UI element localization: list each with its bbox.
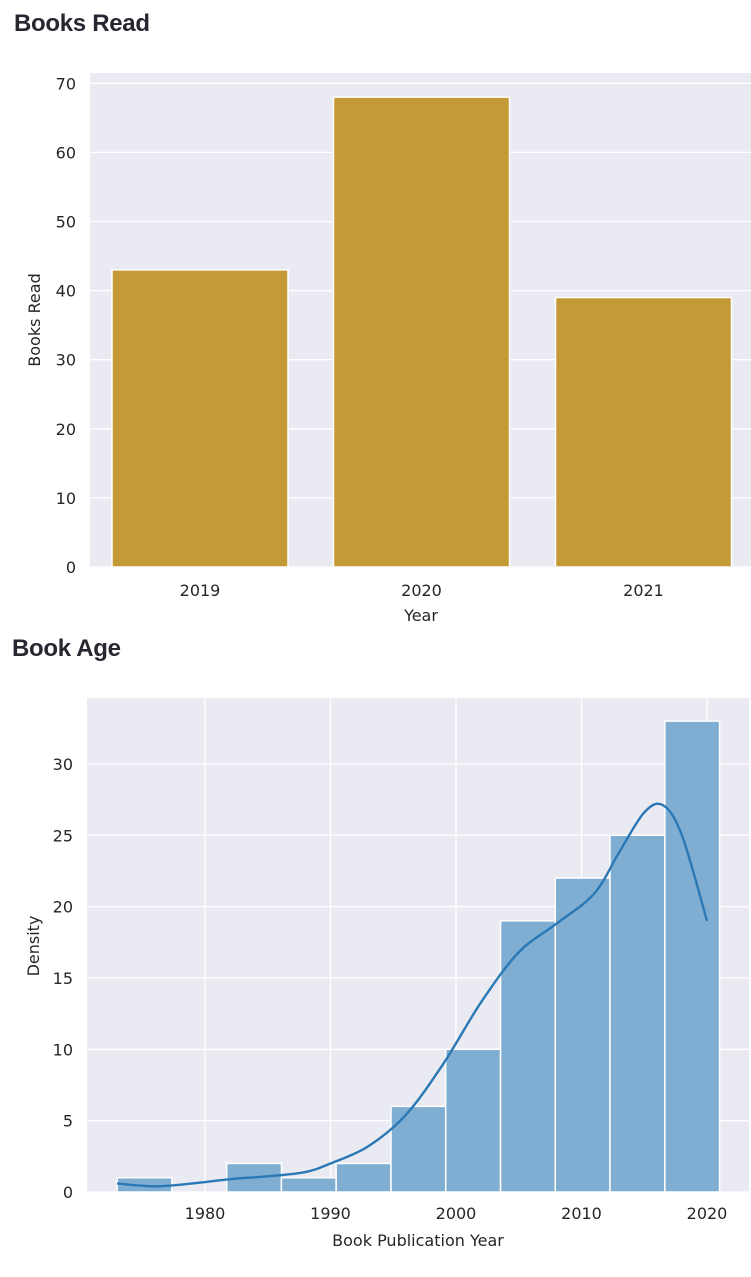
kde-line <box>117 802 709 1188</box>
x-tick-label: 2021 <box>623 581 664 600</box>
y-tick-label: 30 <box>53 755 73 774</box>
y-tick-label: 20 <box>53 898 73 917</box>
y-tick-label: 70 <box>56 74 76 93</box>
x-tick-label: 2020 <box>687 1204 728 1223</box>
y-tick-label: 15 <box>53 969 73 988</box>
histogram-bin <box>609 834 666 1193</box>
histogram-bin <box>335 1162 392 1193</box>
section-title-books-read: Books Read <box>14 10 150 37</box>
y-tick-label: 5 <box>63 1112 73 1131</box>
x-tick-label: 2000 <box>436 1204 477 1223</box>
histogram-bin <box>499 920 557 1193</box>
x-tick-label: 2020 <box>401 581 442 600</box>
y-tick-label: 30 <box>56 351 76 370</box>
section-title-book-age: Book Age <box>12 635 121 662</box>
y-axis-label: Density <box>24 916 43 977</box>
books-read-bar-chart: 0 10 20 30 40 50 60 70 2019 2020 2021 Year Books Rea… <box>25 73 751 625</box>
y-tick-label: 20 <box>56 420 76 439</box>
histogram-bin <box>664 720 721 1193</box>
x-axis-label: Book Publication Year <box>332 1231 504 1250</box>
y-tick-label: 0 <box>63 1183 73 1202</box>
y-tick-label: 0 <box>66 558 76 577</box>
y-tick-label: 10 <box>56 489 76 508</box>
x-tick-label: 1990 <box>310 1204 351 1223</box>
y-tick-label: 10 <box>53 1040 73 1059</box>
histogram-bin <box>280 1176 337 1193</box>
y-tick-label: 25 <box>53 826 73 845</box>
x-tick-label: 2019 <box>180 581 221 600</box>
histogram-bin <box>554 877 611 1193</box>
histogram-bin <box>444 1048 502 1193</box>
bar-2019 <box>111 269 289 568</box>
y-tick-label: 60 <box>56 143 76 162</box>
y-tick-label: 50 <box>56 213 76 232</box>
x-tick-label: 1980 <box>185 1204 226 1223</box>
x-tick-label: 2010 <box>561 1204 602 1223</box>
y-tick-label: 40 <box>56 282 76 301</box>
histogram-bin <box>390 1105 447 1193</box>
bar-2020 <box>332 96 511 568</box>
x-axis-label: Year <box>403 606 438 625</box>
y-axis-label: Books Read <box>25 273 44 366</box>
bar-2021 <box>554 296 733 568</box>
